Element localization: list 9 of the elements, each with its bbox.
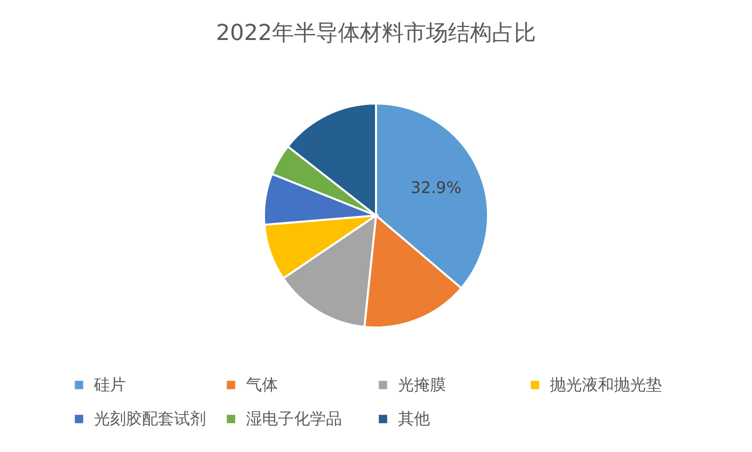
legend-label: 硅片 — [93, 375, 126, 394]
data-label: 32.9% — [410, 178, 462, 197]
legend-label: 气体 — [246, 375, 278, 394]
legend-label: 抛光液和抛光垫 — [550, 375, 662, 394]
legend-label: 光刻胶配套试剂 — [94, 409, 206, 428]
legend-label: 其他 — [398, 409, 430, 428]
chart-title: 2022年半导体材料市场结构占比 — [216, 21, 536, 46]
legend-label: 湿电子化学品 — [246, 409, 342, 428]
legend-label: 光掩膜 — [398, 375, 446, 394]
